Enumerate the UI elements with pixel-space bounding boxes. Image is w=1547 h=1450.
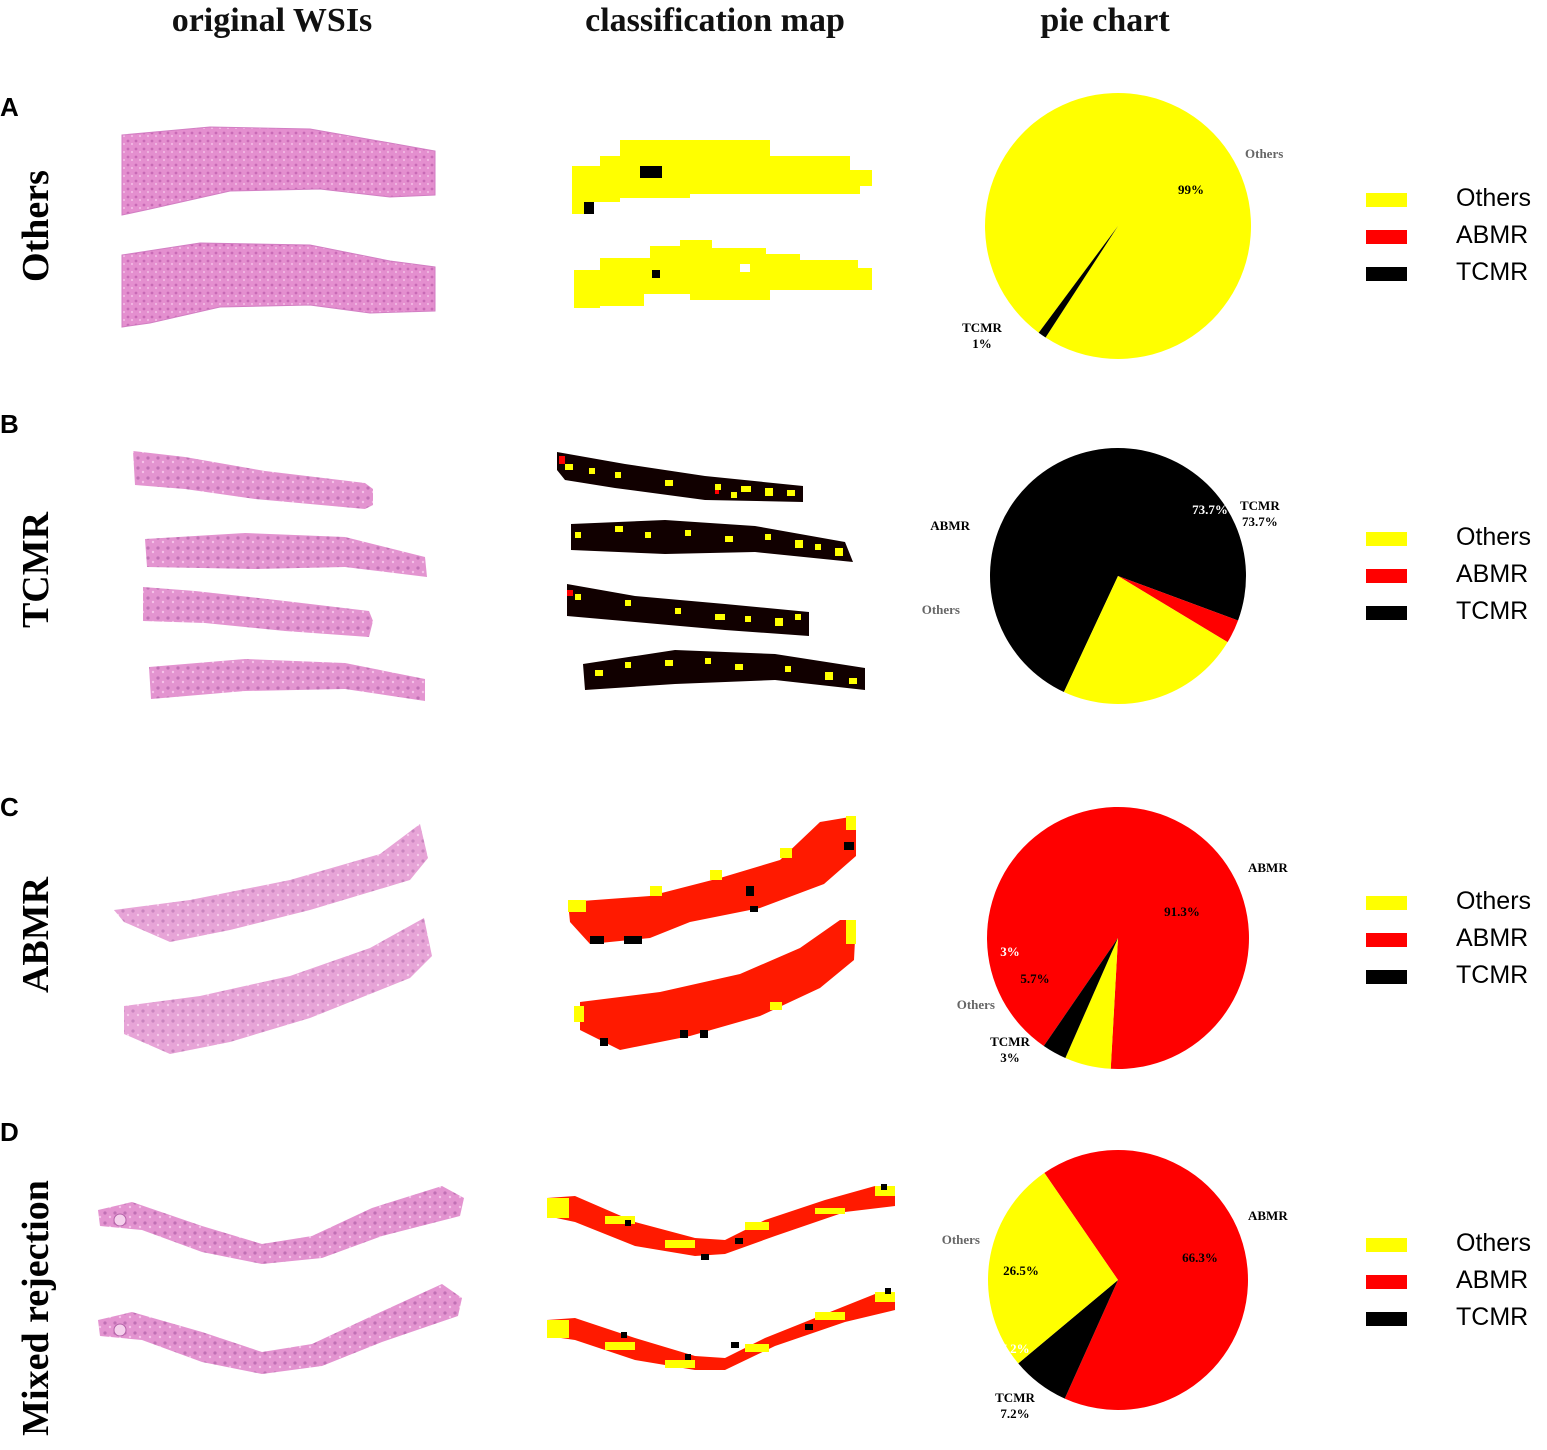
- legend-label: ABMR: [1456, 221, 1529, 249]
- pie-category-label-abmr: ABMR: [930, 518, 970, 533]
- pie-outer-percent-label-tcmr: 3%: [1000, 1050, 1020, 1065]
- panel-letter-d: D: [0, 1117, 19, 1147]
- pie-category-label-others: Others: [942, 1232, 980, 1247]
- pie-category-label-tcmr: TCMR: [962, 320, 1002, 335]
- legend-item-tcmr: TCMR: [1366, 961, 1546, 989]
- pie-slice-abmr: [1118, 576, 1239, 643]
- pie-slice-tcmr: [1038, 226, 1118, 338]
- legend-swatch-tcmr: [1366, 606, 1407, 620]
- legend-swatch-tcmr: [1366, 970, 1407, 984]
- legend-swatch-abmr: [1366, 933, 1407, 947]
- pie-percent-label-others: 99%: [1178, 182, 1204, 197]
- row-label-abmr: ABMR: [15, 876, 57, 994]
- legend-label: Others: [1456, 887, 1532, 915]
- wsi-image-c: [114, 824, 432, 1054]
- classification-map-c: [568, 816, 856, 1050]
- classification-map-a: [572, 140, 872, 308]
- pie-slice-abmr: [1044, 1150, 1248, 1410]
- pie-percent-label-tcmr: 3%: [1000, 944, 1020, 959]
- legend-swatch-others: [1366, 896, 1407, 910]
- legend-swatch-others: [1366, 193, 1407, 207]
- legend-item-others: Others: [1366, 1229, 1546, 1257]
- wsi-image-b: [133, 451, 427, 701]
- pie-percent-label-others: 23.3%: [1002, 532, 1038, 547]
- legend-item-abmr: ABMR: [1366, 924, 1546, 952]
- classification-map-d: [547, 1184, 895, 1370]
- pie-slice-others: [988, 1172, 1118, 1364]
- legend-item-tcmr: TCMR: [1366, 597, 1546, 625]
- column-header-pie-chart: pie chart: [1040, 2, 1170, 39]
- legend-swatch-others: [1366, 1238, 1407, 1252]
- legend-swatch-abmr: [1366, 569, 1407, 583]
- pie-percent-label-others: 5.7%: [1020, 971, 1049, 986]
- pie-percent-label-tcmr: 7.2%: [1000, 1341, 1029, 1356]
- row-label-tcmr: TCMR: [15, 511, 57, 629]
- pie-category-label-tcmr: TCMR: [995, 1390, 1035, 1405]
- wsi-image-d: [98, 1186, 464, 1374]
- pie-category-label-others: Others: [1245, 146, 1283, 161]
- legend-label: Others: [1456, 1229, 1532, 1257]
- pie-slice-others: [985, 93, 1252, 360]
- pie-category-label-tcmr: TCMR: [1240, 498, 1280, 513]
- pie-slice-tcmr: [990, 448, 1246, 693]
- pie-slice-others: [1065, 938, 1118, 1069]
- pie-percent-label-tcmr: 73.7%: [1192, 502, 1228, 517]
- column-header-classification-map: classification map: [585, 2, 845, 39]
- pie-category-label-others: Others: [922, 602, 960, 617]
- legend-item-abmr: ABMR: [1366, 1266, 1546, 1294]
- panel-letter-a: A: [0, 92, 19, 122]
- row-label-others: Others: [15, 170, 57, 282]
- legend-item-others: Others: [1366, 887, 1546, 915]
- legend-label: Others: [1456, 184, 1532, 212]
- pie-slice-tcmr: [1043, 938, 1118, 1058]
- legend-label: ABMR: [1456, 1266, 1529, 1294]
- pie-percent-label-others: 26.5%: [1003, 1263, 1039, 1278]
- legend-label: TCMR: [1456, 1303, 1529, 1331]
- pie-outer-percent-label-tcmr: 1%: [972, 336, 992, 351]
- wsi-image-a: [121, 126, 436, 328]
- legend-swatch-tcmr: [1366, 267, 1407, 281]
- classification-map-b: [557, 452, 865, 690]
- legend-item-tcmr: TCMR: [1366, 258, 1546, 286]
- pie-category-label-tcmr: TCMR: [990, 1034, 1030, 1049]
- legend-label: ABMR: [1456, 924, 1529, 952]
- row-label-mixed-rejection: Mixed rejection: [15, 1180, 57, 1436]
- legend-item-others: Others: [1366, 523, 1546, 551]
- pie-slice-tcmr: [1018, 1280, 1118, 1399]
- pie-outer-percent-label-tcmr: 7.2%: [1000, 1406, 1029, 1421]
- legend-swatch-abmr: [1366, 230, 1407, 244]
- legend-label: TCMR: [1456, 258, 1529, 286]
- pie-percent-label-abmr: 66.3%: [1182, 1250, 1218, 1265]
- pie-category-label-abmr: ABMR: [1248, 1208, 1288, 1223]
- legend-item-others: Others: [1366, 184, 1546, 212]
- panel-letter-c: C: [0, 792, 19, 822]
- legend-swatch-abmr: [1366, 1275, 1407, 1289]
- panel-letter-b: B: [0, 409, 19, 439]
- pie-category-label-abmr: ABMR: [1248, 860, 1288, 875]
- column-header-original-wsis: original WSIs: [171, 2, 373, 39]
- legend-swatch-tcmr: [1366, 1312, 1407, 1326]
- legend-label: ABMR: [1456, 560, 1529, 588]
- pie-outer-percent-label-tcmr: 73.7%: [1242, 514, 1278, 529]
- pie-slice-others: [1063, 576, 1228, 704]
- legend-label: TCMR: [1456, 597, 1529, 625]
- legend-swatch-others: [1366, 532, 1407, 546]
- legend-label: TCMR: [1456, 961, 1529, 989]
- legend-item-tcmr: TCMR: [1366, 1303, 1546, 1331]
- pie-percent-label-abmr: 91.3%: [1164, 904, 1200, 919]
- legend-label: Others: [1456, 523, 1532, 551]
- pie-percent-label-abmr: 3%: [1022, 596, 1042, 611]
- legend-item-abmr: ABMR: [1366, 560, 1546, 588]
- pie-category-label-others: Others: [957, 997, 995, 1012]
- pie-slice-abmr: [987, 807, 1249, 1069]
- legend-item-abmr: ABMR: [1366, 221, 1546, 249]
